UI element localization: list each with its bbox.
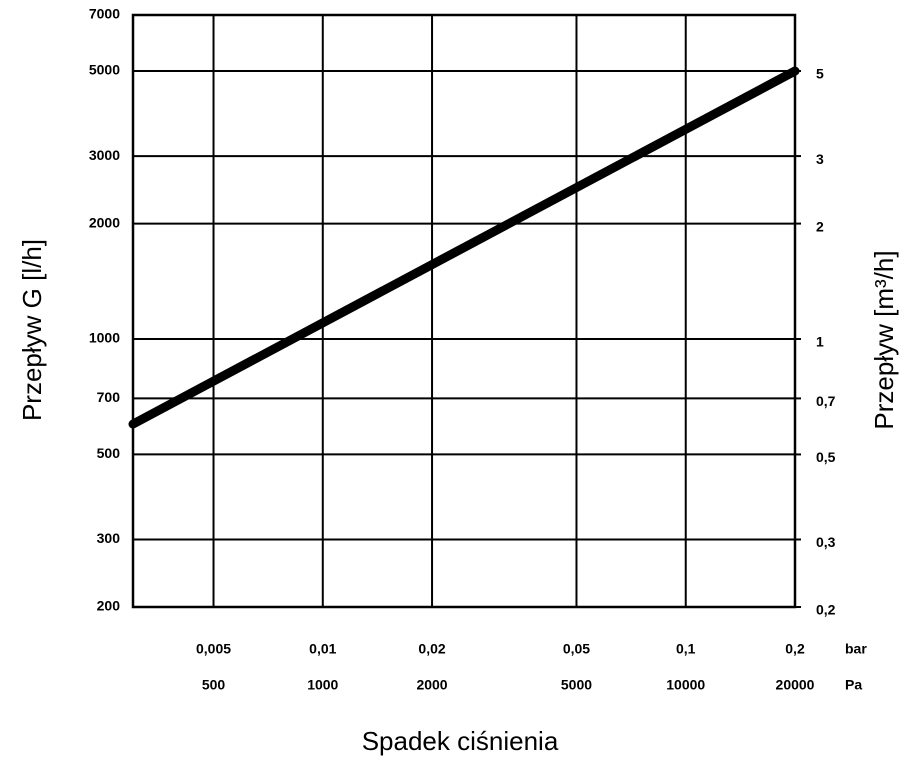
y2-tick-label: 2 <box>816 218 824 234</box>
y2-tick-label: 0,2 <box>816 602 836 618</box>
y-tick-label: 1000 <box>89 330 120 346</box>
x2-tick-label: 5000 <box>561 677 592 693</box>
x-tick-label: 0,01 <box>309 641 336 657</box>
x2-tick-label: 20000 <box>776 677 815 693</box>
y-tick-label: 5000 <box>89 62 120 78</box>
plot-border <box>131 13 797 609</box>
y2-tick-label: 0,3 <box>816 534 836 550</box>
x-unit: bar <box>845 641 867 657</box>
x2-tick-label: 10000 <box>666 677 705 693</box>
y-tick-label: 300 <box>97 530 121 546</box>
y-tick-label: 500 <box>97 445 121 461</box>
x-tick-label: 0,02 <box>418 641 445 657</box>
x-tick-label: 0,1 <box>676 641 696 657</box>
y2-tick-label: 3 <box>816 151 824 167</box>
y2-tick-label: 1 <box>816 334 824 350</box>
y2-tick-label: 0,5 <box>816 449 836 465</box>
x2-unit: Pa <box>845 677 862 693</box>
y-tick-label: 3000 <box>89 147 120 163</box>
y2-axis-title: Przepływ [m³/h] <box>869 250 899 429</box>
y2-tick-label: 0,7 <box>816 393 836 409</box>
y-tick-label: 7000 <box>89 6 120 22</box>
y-tick-label: 2000 <box>89 214 120 230</box>
y-tick-label: 200 <box>97 598 121 614</box>
x-tick-label: 0,2 <box>785 641 805 657</box>
data-line <box>128 66 800 429</box>
y-tick-label: 700 <box>97 389 121 405</box>
y-axis-title: Przepływ G [l/h] <box>17 239 47 421</box>
x2-tick-label: 1000 <box>307 677 338 693</box>
y2-tick-label: 5 <box>816 66 824 82</box>
x-tick-label: 0,005 <box>196 641 231 657</box>
x-tick-label: 0,05 <box>563 641 590 657</box>
x-axis-title: Spadek ciśnienia <box>362 726 559 756</box>
x2-tick-label: 500 <box>202 677 226 693</box>
x2-tick-label: 2000 <box>416 677 447 693</box>
